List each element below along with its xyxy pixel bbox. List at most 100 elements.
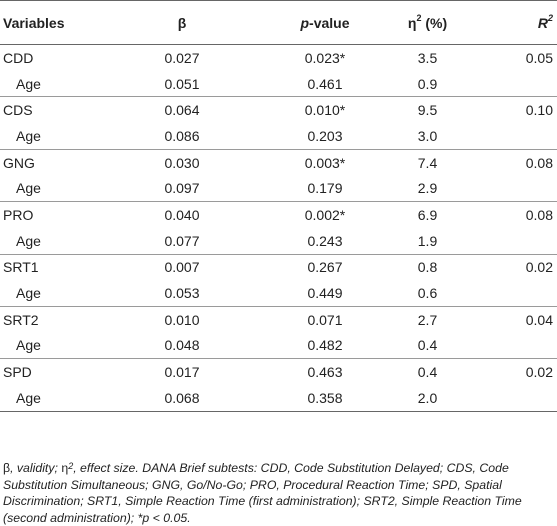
cell-eta: 2.9: [417, 180, 438, 197]
cell-variable: Age: [16, 127, 41, 144]
header-p-value: p-value: [236, 0, 354, 45]
cell-r-squared: [459, 123, 557, 149]
cell-beta: 0.030: [118, 148, 236, 176]
table-body: CDD 0.027 0.023* 3.5 0.05 Age 0.051 0.461 0.9 C…: [0, 43, 557, 412]
cell-beta: 0.097: [164, 180, 200, 197]
table-row: CDD 0.027 0.023* 3.5 0.05: [0, 43, 557, 71]
cell-r-squared: [459, 71, 557, 97]
cell-variable: Age: [16, 337, 41, 354]
cell-r-squared: [459, 333, 557, 359]
cell-p-value: 0.203: [307, 127, 343, 144]
cell-variable: PRO: [0, 201, 118, 228]
cell-beta: 0.053: [164, 285, 200, 302]
table-row: GNG 0.030 0.003* 7.4 0.08: [0, 148, 557, 176]
cell-r-squared: 0.04: [459, 305, 557, 333]
table-row: Age 0.086 0.203 3.0: [0, 123, 557, 149]
table-row: Age 0.068 0.358 2.0: [0, 384, 557, 412]
header-r-sup: 2: [547, 12, 553, 23]
cell-r-squared: 0.10: [459, 96, 557, 124]
cell-beta: 0.086: [164, 127, 200, 144]
cell-beta: 0.051: [164, 75, 200, 92]
cell-r-squared: 0.08: [459, 148, 557, 176]
cell-r-squared: [459, 228, 557, 254]
cell-variable: Age: [16, 232, 41, 249]
cell-p-value: 0.243: [307, 232, 343, 249]
table-row: PRO 0.040 0.002* 6.9 0.08: [0, 201, 557, 228]
cell-p-value: 0.267: [236, 253, 354, 281]
cell-eta: 0.9: [417, 75, 438, 92]
cell-eta: 6.9: [354, 201, 459, 228]
cell-beta: 0.017: [118, 358, 236, 385]
cell-eta: 1.9: [417, 232, 438, 249]
cell-p-value: 0.461: [307, 75, 343, 92]
cell-eta: 0.8: [354, 253, 459, 281]
cell-variable: GNG: [0, 148, 118, 176]
header-beta: β: [118, 0, 236, 45]
cell-r-squared: 0.08: [459, 201, 557, 228]
header-eta-base: η: [407, 14, 417, 31]
cell-p-value: 0.482: [307, 337, 343, 354]
cell-beta: 0.048: [164, 337, 200, 354]
cell-p-value: 0.010*: [236, 96, 354, 124]
footnote-part-1: , validity;: [10, 461, 62, 475]
cell-variable: Age: [0, 384, 118, 412]
cell-eta: 2.0: [354, 384, 459, 412]
cell-p-value: 0.071: [236, 305, 354, 333]
table-row: SPD 0.017 0.463 0.4 0.02: [0, 358, 557, 385]
table-row: CDS 0.064 0.010* 9.5 0.10: [0, 96, 557, 124]
cell-variable: Age: [16, 75, 41, 92]
table-row: Age 0.048 0.482 0.4: [0, 333, 557, 359]
table-row: SRT1 0.007 0.267 0.8 0.02: [0, 253, 557, 281]
cell-variable: SPD: [0, 358, 118, 385]
cell-variable: CDS: [0, 96, 118, 124]
table-footnote: β, validity; η2, effect size. DANA Brief…: [3, 460, 555, 526]
cell-eta: 0.6: [417, 285, 438, 302]
cell-beta: 0.077: [164, 232, 200, 249]
cell-eta: 3.0: [417, 127, 438, 144]
table-row: Age 0.053 0.449 0.6: [0, 280, 557, 306]
footnote-eta-sup: 2: [68, 461, 74, 471]
cell-eta: 2.7: [354, 305, 459, 333]
cell-r-squared: 0.05: [459, 43, 557, 71]
cell-eta: 7.4: [354, 148, 459, 176]
cell-r-squared: [459, 280, 557, 306]
cell-beta: 0.027: [118, 43, 236, 71]
cell-r-squared: 0.02: [459, 253, 557, 281]
cell-eta: 3.5: [354, 43, 459, 71]
cell-p-value: 0.002*: [236, 201, 354, 228]
table-row: SRT2 0.010 0.071 2.7 0.04: [0, 305, 557, 333]
table-row: Age 0.097 0.179 2.9: [0, 175, 557, 201]
cell-beta: 0.040: [118, 201, 236, 228]
cell-p-value: 0.179: [307, 180, 343, 197]
cell-p-value: 0.003*: [236, 148, 354, 176]
cell-r-squared: [459, 175, 557, 201]
cell-p-value: 0.358: [236, 384, 354, 412]
header-p-rest: -value: [309, 14, 350, 31]
results-table-container: Variables β p-value η2 (%) R2 CDD 0.027 0.…: [0, 0, 557, 412]
table-row: Age 0.077 0.243 1.9: [0, 228, 557, 254]
table-row: Age 0.051 0.461 0.9: [0, 71, 557, 97]
cell-eta: 9.5: [354, 96, 459, 124]
footnote-beta-symbol: β: [3, 461, 11, 475]
results-table: Variables β p-value η2 (%) R2 CDD 0.027 0.…: [0, 0, 557, 412]
cell-beta: 0.010: [118, 305, 236, 333]
cell-r-squared: [459, 384, 557, 412]
header-variables: Variables: [0, 0, 118, 45]
cell-eta: 0.4: [354, 358, 459, 385]
cell-p-value: 0.023*: [236, 43, 354, 71]
header-p-italic: p: [300, 14, 310, 31]
footnote-part-2: , effect size. DANA Brief subtests: CDD,…: [3, 461, 522, 525]
header-r-base: R: [537, 14, 548, 31]
header-eta-unit: (%): [421, 14, 448, 31]
cell-variable: CDD: [0, 43, 118, 71]
cell-variable: Age: [16, 180, 41, 197]
cell-r-squared: 0.02: [459, 358, 557, 385]
cell-beta: 0.007: [118, 253, 236, 281]
table-header-row: Variables β p-value η2 (%) R2: [0, 0, 557, 45]
cell-variable: Age: [16, 285, 41, 302]
cell-variable: SRT1: [0, 253, 118, 281]
cell-p-value: 0.449: [307, 285, 343, 302]
header-eta-sup: 2: [416, 12, 422, 23]
cell-eta: 0.4: [417, 337, 438, 354]
cell-beta: 0.068: [118, 384, 236, 412]
